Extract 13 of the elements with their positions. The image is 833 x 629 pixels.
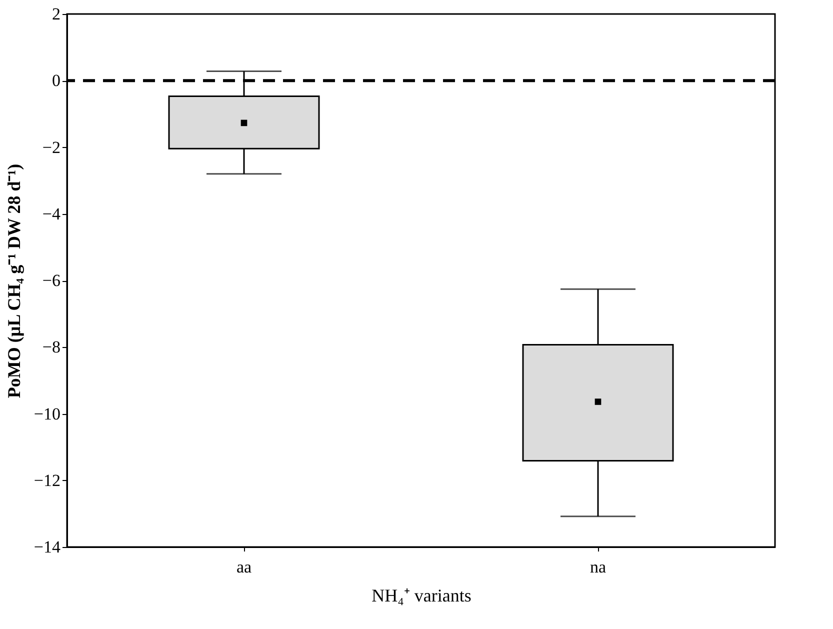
y-tick-label: −10 bbox=[34, 404, 60, 424]
y-tick-label: −4 bbox=[42, 204, 61, 224]
y-tick-label: −14 bbox=[34, 538, 61, 556]
x-tick-label: na bbox=[590, 558, 606, 576]
y-tick-label: 0 bbox=[52, 71, 60, 90]
y-tick-label: −12 bbox=[34, 470, 60, 490]
y-tick-label: −2 bbox=[42, 138, 60, 157]
y-tick-label: −6 bbox=[42, 271, 60, 290]
y-axis-title: PoMO (µL CH₄ g⁻¹ DW 28 d⁻¹) bbox=[4, 164, 24, 398]
x-tick-label: aa bbox=[236, 558, 252, 576]
y-tick-label: −8 bbox=[42, 338, 60, 357]
x-axis-title: NH₄⁺ variants bbox=[372, 586, 472, 606]
y-tick-label: 2 bbox=[52, 4, 60, 24]
